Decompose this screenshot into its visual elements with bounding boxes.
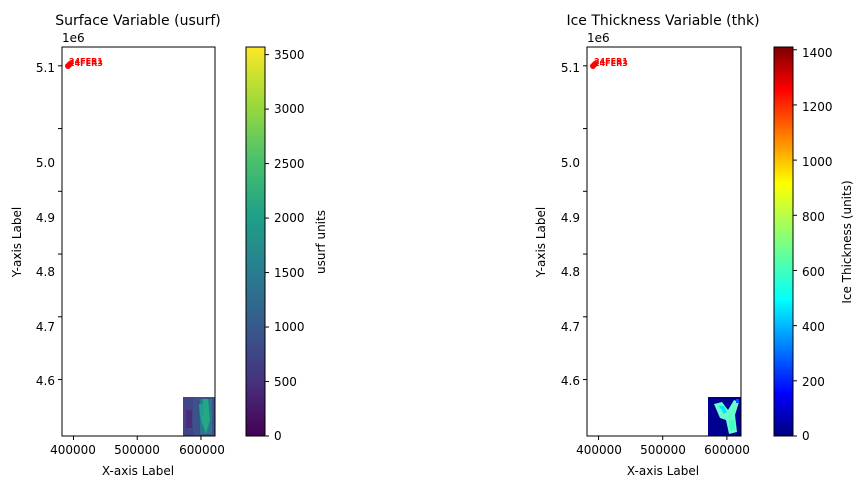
x-tick-marks [598, 436, 728, 440]
colorbar-tick-label: 200 [802, 375, 825, 389]
plot-frame [61, 46, 216, 437]
site-label: 24FER1 [69, 57, 103, 66]
y-tick-label: 4.9 [561, 211, 580, 225]
y-tick-label: 4.6 [36, 374, 55, 388]
y-tick-labels: 4.6 4.7 4.8 4.9 5.0 5.1 [561, 61, 580, 388]
panel-ice-thickness: Ice Thickness Variable (thk) 1e6 400000 … [534, 13, 854, 478]
x-tick-labels: 400000 500000 600000 [576, 443, 750, 457]
site-point [67, 61, 73, 67]
x-tick-label: 500000 [640, 443, 686, 457]
colorbar-tick-label: 0 [802, 429, 810, 443]
colorbar-tick-label: 3000 [274, 102, 305, 116]
colorbar: 0 200 400 600 800 1000 1200 1400 Ice Thi… [773, 46, 854, 443]
colorbar-ticks [265, 54, 269, 437]
colorbar-tick-label: 3500 [274, 48, 305, 62]
colorbar-tick-label: 1200 [802, 100, 833, 114]
colorbar-tick-label: 1000 [274, 320, 305, 334]
y-tick-label: 5.0 [561, 156, 580, 170]
colorbar-tick-label: 1400 [802, 46, 833, 60]
panel-surface: Surface Variable (usurf) 1e6 400000 5000… [10, 13, 328, 478]
colorbar-label: usurf units [314, 210, 328, 274]
y-offset-label: 1e6 [62, 31, 85, 45]
colorbar-label: Ice Thickness (units) [840, 180, 854, 303]
x-tick-label: 600000 [179, 443, 225, 457]
y-axis-label: Y-axis Label [534, 207, 548, 278]
plot-frame [586, 46, 742, 437]
x-axis-label: X-axis Label [102, 464, 174, 478]
site-markers: 24FER3 24FER1 [65, 57, 103, 69]
chart-title: Surface Variable (usurf) [55, 13, 221, 29]
raster-heatmap [183, 397, 215, 436]
colorbar-tick-label: 600 [802, 265, 825, 279]
y-tick-label: 4.8 [561, 265, 580, 279]
x-tick-labels: 400000 500000 600000 [50, 443, 225, 457]
x-tick-label: 600000 [704, 443, 750, 457]
colorbar-tick-label: 0 [274, 429, 282, 443]
x-tick-label: 400000 [576, 443, 622, 457]
colorbar-tick-label: 500 [274, 375, 297, 389]
y-tick-marks [58, 65, 62, 381]
site-label: 24FER1 [594, 57, 628, 66]
site-markers: 24FER3 24FER1 [590, 57, 628, 69]
colorbar-tick-label: 400 [802, 320, 825, 334]
x-tick-label: 400000 [50, 443, 96, 457]
y-axis-label: Y-axis Label [10, 207, 24, 278]
y-tick-label: 4.7 [36, 320, 55, 334]
colorbar-tick-label: 2500 [274, 157, 305, 171]
x-axis-label: X-axis Label [627, 464, 699, 478]
y-tick-label: 4.7 [561, 320, 580, 334]
colorbar-tick-label: 1500 [274, 266, 305, 280]
raster-heatmap [708, 397, 741, 436]
x-tick-marks [72, 436, 202, 440]
y-tick-label: 5.1 [561, 61, 580, 75]
colorbar-gradient [245, 46, 266, 437]
colorbar-ticks [793, 49, 797, 437]
y-tick-label: 5.0 [36, 156, 55, 170]
x-tick-label: 500000 [114, 443, 160, 457]
y-tick-label: 4.6 [561, 374, 580, 388]
y-tick-label: 4.9 [36, 211, 55, 225]
colorbar-tick-label: 2000 [274, 211, 305, 225]
y-offset-label: 1e6 [587, 31, 610, 45]
colorbar-gradient [773, 46, 794, 437]
colorbar: 0 500 1000 1500 2000 2500 3000 3500 usur… [245, 46, 328, 443]
site-point [592, 61, 598, 67]
site-label: 24FER3 [594, 59, 628, 68]
y-tick-marks [583, 65, 587, 381]
colorbar-tick-label: 1000 [802, 155, 833, 169]
y-tick-labels: 4.6 4.7 4.8 4.9 5.0 5.1 [36, 61, 55, 388]
colorbar-tick-label: 800 [802, 210, 825, 224]
y-tick-label: 4.8 [36, 265, 55, 279]
site-label: 24FER3 [69, 59, 103, 68]
y-tick-label: 5.1 [36, 61, 55, 75]
chart-title: Ice Thickness Variable (thk) [566, 13, 759, 29]
